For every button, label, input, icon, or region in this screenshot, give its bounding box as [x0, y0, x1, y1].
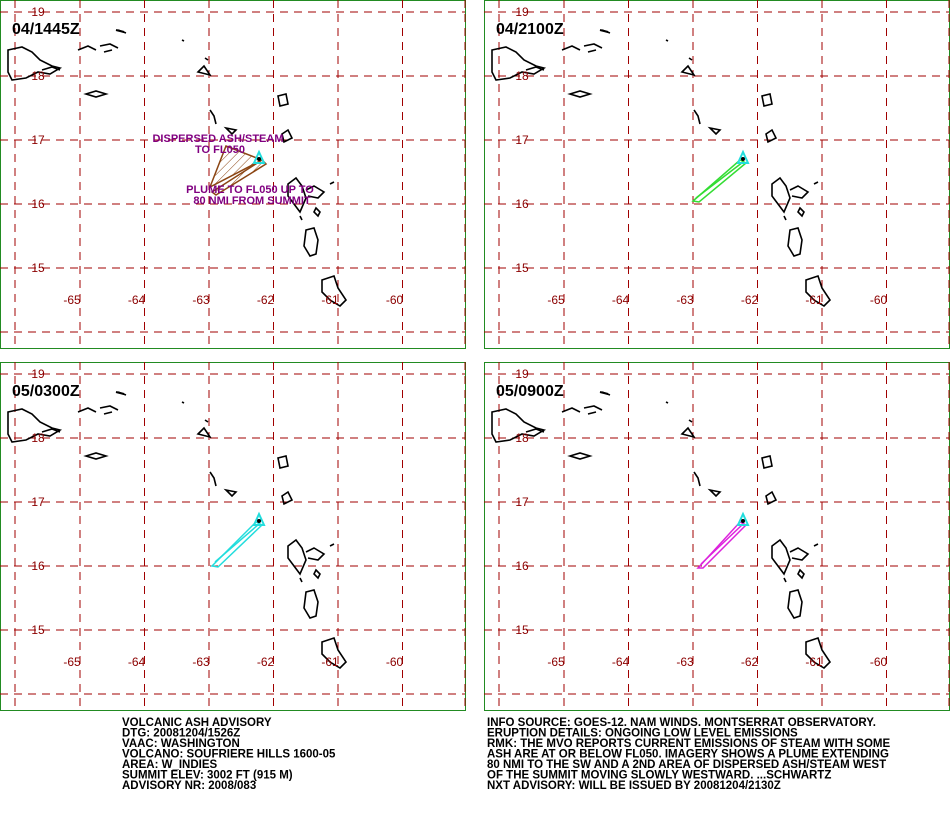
plume-annotation: TO FL050 — [195, 144, 245, 156]
longitude-label: -61 — [321, 293, 339, 307]
latitude-label: 15 — [31, 623, 45, 637]
longitude-label: -61 — [321, 655, 339, 669]
longitude-label: -65 — [63, 293, 81, 307]
panel-border — [0, 362, 466, 711]
latitude-label: 16 — [31, 197, 45, 211]
advisory-line: INFO SOURCE: GOES-12. NAM WINDS. MONTSER… — [487, 717, 876, 729]
latitude-label: 16 — [515, 197, 529, 211]
time-marker — [599, 29, 609, 33]
panel-border — [484, 0, 950, 349]
advisory-line: VOLCANIC ASH ADVISORY — [122, 717, 272, 729]
latitude-label: 15 — [31, 261, 45, 275]
latitude-label: 18 — [515, 69, 529, 83]
ash-plume — [695, 161, 744, 199]
advisory-line: ERUPTION DETAILS: ONGOING LOW LEVEL EMIS… — [487, 728, 798, 740]
latitude-label: 15 — [515, 261, 529, 275]
valid-time: 04/1445Z — [12, 21, 80, 38]
longitude-label: -65 — [63, 655, 81, 669]
latitude-label: 19 — [31, 5, 45, 19]
advisory-line: SUMMIT ELEV: 3002 FT (915 M) — [122, 770, 293, 782]
time-marker — [115, 29, 125, 33]
advisory-line: ADVISORY NR: 2008/083 — [122, 780, 256, 792]
longitude-label: -62 — [257, 293, 275, 307]
panel-border — [484, 362, 950, 711]
advisory-line: DTG: 20081204/1526Z — [122, 728, 240, 740]
longitude-label: -60 — [386, 293, 404, 307]
latitude-label: 16 — [515, 559, 529, 573]
advisory-line: 80 NMI TO THE SW AND A 2ND AREA OF DISPE… — [487, 759, 886, 771]
ash-plume — [214, 523, 260, 563]
advisory-line: ASH ARE AT OR BELOW FL050. IMAGERY SHOWS… — [487, 749, 889, 761]
time-marker — [599, 391, 609, 395]
longitude-label: -62 — [257, 655, 275, 669]
longitude-label: -63 — [192, 655, 210, 669]
advisory-line: NXT ADVISORY: WILL BE ISSUED BY 20081204… — [487, 780, 781, 792]
latitude-label: 16 — [31, 559, 45, 573]
longitude-label: -64 — [128, 655, 146, 669]
longitude-label: -65 — [547, 655, 565, 669]
ash-plume — [210, 159, 268, 196]
longitude-label: -63 — [192, 293, 210, 307]
map-panel: 19 18 17 16 15 -65 -64 -63 -62 -61 -60 05/0300Z — [0, 362, 466, 711]
latitude-label: 15 — [515, 623, 529, 637]
longitude-label: -61 — [805, 655, 823, 669]
longitude-label: -64 — [612, 655, 630, 669]
advisory-line: VOLCANO: SOUFRIERE HILLS 1600-05 — [122, 749, 336, 761]
longitude-label: -61 — [805, 293, 823, 307]
longitude-label: -64 — [128, 293, 146, 307]
advisory-line: VAAC: WASHINGTON — [122, 738, 240, 750]
plume-annotation: 80 NMI FROM SUMMIT — [193, 195, 311, 207]
longitude-label: -64 — [612, 293, 630, 307]
latitude-label: 18 — [515, 431, 529, 445]
valid-time: 05/0900Z — [496, 383, 564, 400]
time-marker — [115, 391, 125, 395]
plume-annotation: DISPERSED ASH/STEAM — [152, 133, 283, 145]
latitude-label: 19 — [515, 367, 529, 381]
advisory-line: AREA: W_INDIES — [122, 759, 218, 771]
advisory-line: OF THE SUMMIT MOVING SLOWLY WESTWARD. ..… — [487, 770, 831, 782]
latitude-label: 17 — [515, 133, 529, 147]
advisory-line: RMK: THE MVO REPORTS CURRENT EMISSIONS O… — [487, 738, 890, 750]
longitude-label: -62 — [741, 293, 759, 307]
latitude-label: 17 — [31, 495, 45, 509]
ash-plume — [700, 523, 744, 565]
longitude-label: -60 — [386, 655, 404, 669]
latitude-label: 19 — [31, 367, 45, 381]
latitude-label: 19 — [515, 5, 529, 19]
valid-time: 05/0300Z — [12, 383, 80, 400]
valid-time: 04/2100Z — [496, 21, 564, 38]
map-panel: 19 18 17 16 15 -65 -64 -63 -62 -61 -60 04/1445Z DISP… — [0, 0, 466, 349]
longitude-label: -60 — [870, 655, 888, 669]
longitude-label: -63 — [676, 293, 694, 307]
map-panel: 19 18 17 16 15 -65 -64 -63 -62 -61 -60 04/2100Z — [484, 0, 950, 349]
latitude-label: 18 — [31, 69, 45, 83]
longitude-label: -63 — [676, 655, 694, 669]
longitude-label: -62 — [741, 655, 759, 669]
latitude-label: 17 — [31, 133, 45, 147]
ash-plume — [208, 145, 264, 189]
plume-annotation: PLUME TO FL050 UP TO — [186, 184, 314, 196]
latitude-label: 17 — [515, 495, 529, 509]
map-panel: 19 18 17 16 15 -65 -64 -63 -62 -61 -60 05/0900Z — [484, 362, 950, 711]
longitude-label: -60 — [870, 293, 888, 307]
longitude-label: -65 — [547, 293, 565, 307]
latitude-label: 18 — [31, 431, 45, 445]
